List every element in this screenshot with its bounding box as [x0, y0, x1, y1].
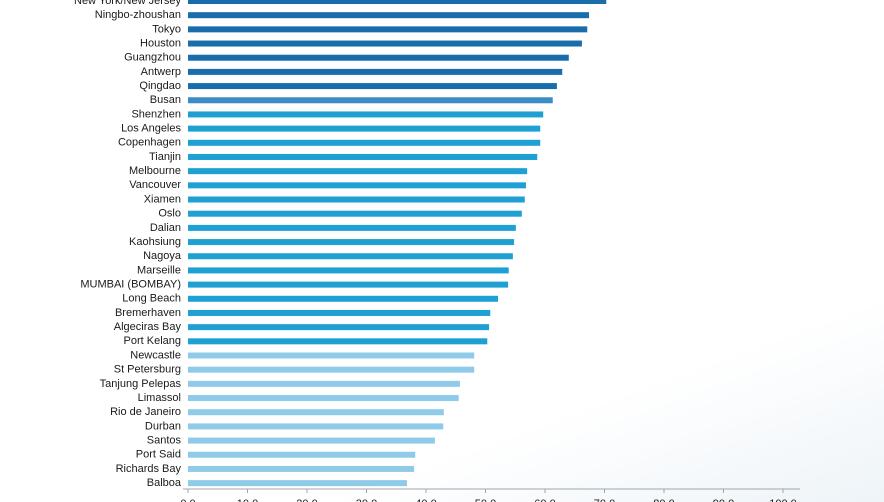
x-tick-label: 30.0 — [356, 498, 377, 502]
bar — [188, 12, 590, 19]
y-tick-label: Qingdao — [139, 80, 181, 92]
y-tick-label: Busan — [150, 94, 181, 106]
bar — [188, 253, 513, 260]
x-tick-label: 80.0 — [653, 498, 674, 502]
bar — [188, 40, 582, 47]
y-tick-label: Durban — [145, 420, 181, 432]
y-tick-label: New York/New Jersey — [74, 0, 181, 7]
bar — [188, 97, 553, 104]
y-tick-label: Copenhagen — [118, 137, 181, 149]
bar — [188, 139, 541, 146]
y-tick-label: Oslo — [158, 208, 181, 220]
bar — [188, 309, 491, 316]
y-tick-label: Tianjin — [149, 151, 181, 163]
y-tick-label: Antwerp — [141, 66, 181, 78]
bar — [188, 380, 460, 387]
bar — [188, 423, 444, 430]
bar — [188, 437, 435, 444]
bar — [188, 153, 538, 160]
y-tick-label: Ningbo-zhoushan — [95, 9, 181, 21]
bar — [188, 324, 490, 331]
bar — [188, 54, 569, 61]
y-tick-label: Dalian — [150, 222, 181, 234]
bar — [188, 68, 563, 75]
bar — [188, 26, 588, 33]
y-tick-label: Santos — [147, 434, 182, 446]
y-tick-label: Xiamen — [144, 193, 181, 205]
bar — [188, 239, 515, 246]
bar — [188, 182, 526, 189]
y-tick-label: Balboa — [147, 477, 182, 489]
x-tick-label: 60.0 — [534, 498, 555, 502]
y-tick-label: Tokyo — [152, 23, 181, 35]
x-tick-label: 10.0 — [237, 498, 258, 502]
y-tick-label: Limassol — [138, 392, 181, 404]
y-tick-label: Marseille — [137, 264, 181, 276]
bar — [188, 168, 528, 175]
bar — [188, 451, 416, 458]
bar — [188, 338, 488, 345]
x-tick-label: 100.0 — [769, 498, 797, 502]
bar — [188, 111, 544, 118]
y-tick-label: Rio de Janeiro — [110, 406, 181, 418]
y-tick-label: Newcastle — [130, 349, 181, 361]
bar — [188, 295, 498, 302]
bar — [188, 125, 541, 132]
y-tick-label: Bremerhaven — [115, 307, 181, 319]
y-tick-label: MUMBAI (BOMBAY) — [80, 279, 181, 291]
bar — [188, 281, 509, 288]
bar — [188, 267, 509, 274]
y-tick-label: Algeciras Bay — [114, 321, 182, 333]
x-tick-label: 0.0 — [180, 498, 195, 502]
bar — [188, 210, 522, 217]
y-tick-label: Houston — [140, 37, 181, 49]
y-tick-label: Tanjung Pelepas — [100, 378, 182, 390]
x-tick-label: 50.0 — [475, 498, 496, 502]
bar — [188, 0, 607, 4]
y-tick-label: Melbourne — [129, 165, 181, 177]
y-tick-label: Port Said — [136, 449, 181, 461]
bar — [188, 409, 444, 416]
x-tick-label: 70.0 — [594, 498, 615, 502]
y-tick-label: Kaohsiung — [129, 236, 181, 248]
y-tick-label: Vancouver — [129, 179, 181, 191]
x-tick-label: 40.0 — [415, 498, 436, 502]
y-tick-label: Richards Bay — [116, 463, 182, 475]
y-tick-label: Nagoya — [143, 250, 182, 262]
bar — [188, 83, 557, 90]
y-tick-label: Port Kelang — [124, 335, 181, 347]
y-tick-label: Guangzhou — [124, 52, 181, 64]
bar — [188, 196, 525, 203]
bar — [188, 224, 516, 231]
x-tick-label: 90.0 — [713, 498, 734, 502]
y-tick-label: Los Angeles — [121, 123, 181, 135]
bar — [188, 465, 415, 472]
bar — [188, 352, 475, 359]
bar — [188, 395, 459, 402]
y-tick-label: Long Beach — [122, 293, 181, 305]
x-tick-label: 20.0 — [296, 498, 317, 502]
bar — [188, 480, 407, 487]
y-tick-label: St Petersburg — [114, 364, 181, 376]
y-tick-label: Shenzhen — [131, 108, 181, 120]
bar — [188, 366, 475, 373]
